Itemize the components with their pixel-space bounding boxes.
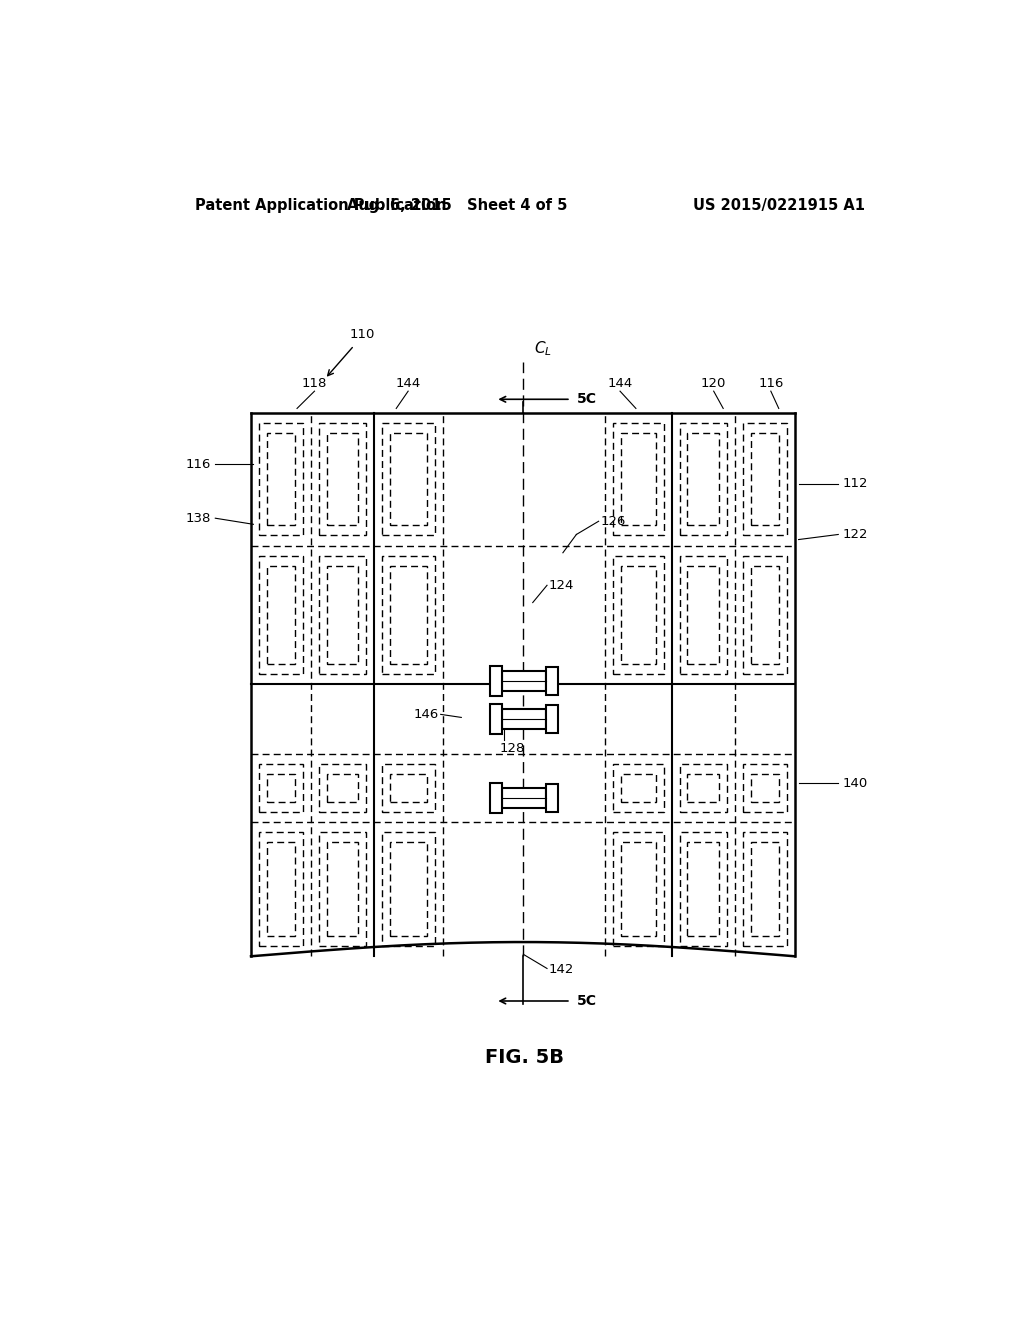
Bar bbox=[259, 833, 303, 946]
Bar bbox=[319, 764, 367, 812]
Bar bbox=[546, 705, 558, 733]
Bar bbox=[751, 775, 779, 801]
Bar bbox=[687, 433, 719, 525]
Bar bbox=[328, 433, 358, 525]
Text: 118: 118 bbox=[302, 378, 328, 391]
Text: Aug. 6, 2015   Sheet 4 of 5: Aug. 6, 2015 Sheet 4 of 5 bbox=[347, 198, 567, 213]
Bar bbox=[319, 422, 367, 536]
Bar bbox=[502, 671, 546, 690]
Bar bbox=[490, 665, 502, 696]
Bar bbox=[680, 764, 727, 812]
Text: 126: 126 bbox=[600, 515, 626, 528]
Bar bbox=[328, 842, 358, 936]
Bar bbox=[613, 833, 664, 946]
Text: 122: 122 bbox=[842, 528, 867, 541]
Bar bbox=[382, 556, 435, 673]
Text: 142: 142 bbox=[549, 964, 574, 975]
Bar bbox=[490, 783, 502, 813]
Bar bbox=[502, 709, 546, 729]
Bar bbox=[743, 764, 786, 812]
Bar bbox=[382, 833, 435, 946]
Bar bbox=[390, 433, 427, 525]
Text: 144: 144 bbox=[395, 378, 421, 391]
Bar bbox=[743, 556, 786, 673]
Text: $C_L$: $C_L$ bbox=[534, 339, 552, 358]
Bar bbox=[259, 422, 303, 536]
Bar bbox=[546, 667, 558, 696]
Bar bbox=[687, 775, 719, 801]
Bar bbox=[490, 704, 502, 734]
Bar bbox=[267, 775, 296, 801]
Text: 120: 120 bbox=[701, 378, 726, 391]
Text: 116: 116 bbox=[186, 458, 211, 471]
Bar bbox=[390, 566, 427, 664]
Bar bbox=[680, 422, 727, 536]
Bar bbox=[267, 433, 296, 525]
Bar bbox=[319, 833, 367, 946]
Bar bbox=[613, 764, 664, 812]
Bar bbox=[259, 556, 303, 673]
Bar bbox=[382, 422, 435, 536]
Text: 140: 140 bbox=[842, 777, 867, 789]
Text: 146: 146 bbox=[414, 708, 439, 721]
Bar bbox=[680, 833, 727, 946]
Bar bbox=[502, 788, 546, 808]
Bar bbox=[390, 775, 427, 801]
Bar bbox=[267, 566, 296, 664]
Text: 112: 112 bbox=[842, 477, 867, 490]
Bar bbox=[259, 764, 303, 812]
Bar bbox=[743, 833, 786, 946]
Bar bbox=[621, 842, 655, 936]
Bar bbox=[687, 566, 719, 664]
Bar bbox=[546, 784, 558, 812]
Text: 128: 128 bbox=[500, 742, 524, 755]
Bar bbox=[382, 764, 435, 812]
Text: 144: 144 bbox=[607, 378, 633, 391]
Text: 116: 116 bbox=[758, 378, 783, 391]
Text: Patent Application Publication: Patent Application Publication bbox=[196, 198, 446, 213]
Bar bbox=[328, 566, 358, 664]
Bar bbox=[687, 842, 719, 936]
Text: 124: 124 bbox=[549, 578, 574, 591]
Text: US 2015/0221915 A1: US 2015/0221915 A1 bbox=[693, 198, 864, 213]
Bar bbox=[267, 842, 296, 936]
Bar bbox=[621, 775, 655, 801]
Bar bbox=[751, 842, 779, 936]
Text: 5C: 5C bbox=[577, 994, 596, 1008]
Text: 110: 110 bbox=[349, 329, 375, 342]
Bar bbox=[621, 566, 655, 664]
Bar bbox=[751, 566, 779, 664]
Bar bbox=[328, 775, 358, 801]
Bar bbox=[680, 556, 727, 673]
Text: 5C: 5C bbox=[577, 392, 596, 407]
Bar bbox=[621, 433, 655, 525]
Text: 138: 138 bbox=[186, 512, 211, 525]
Bar bbox=[390, 842, 427, 936]
Bar bbox=[613, 556, 664, 673]
Bar bbox=[613, 422, 664, 536]
Text: FIG. 5B: FIG. 5B bbox=[485, 1048, 564, 1068]
Bar bbox=[743, 422, 786, 536]
Bar bbox=[751, 433, 779, 525]
Bar bbox=[319, 556, 367, 673]
